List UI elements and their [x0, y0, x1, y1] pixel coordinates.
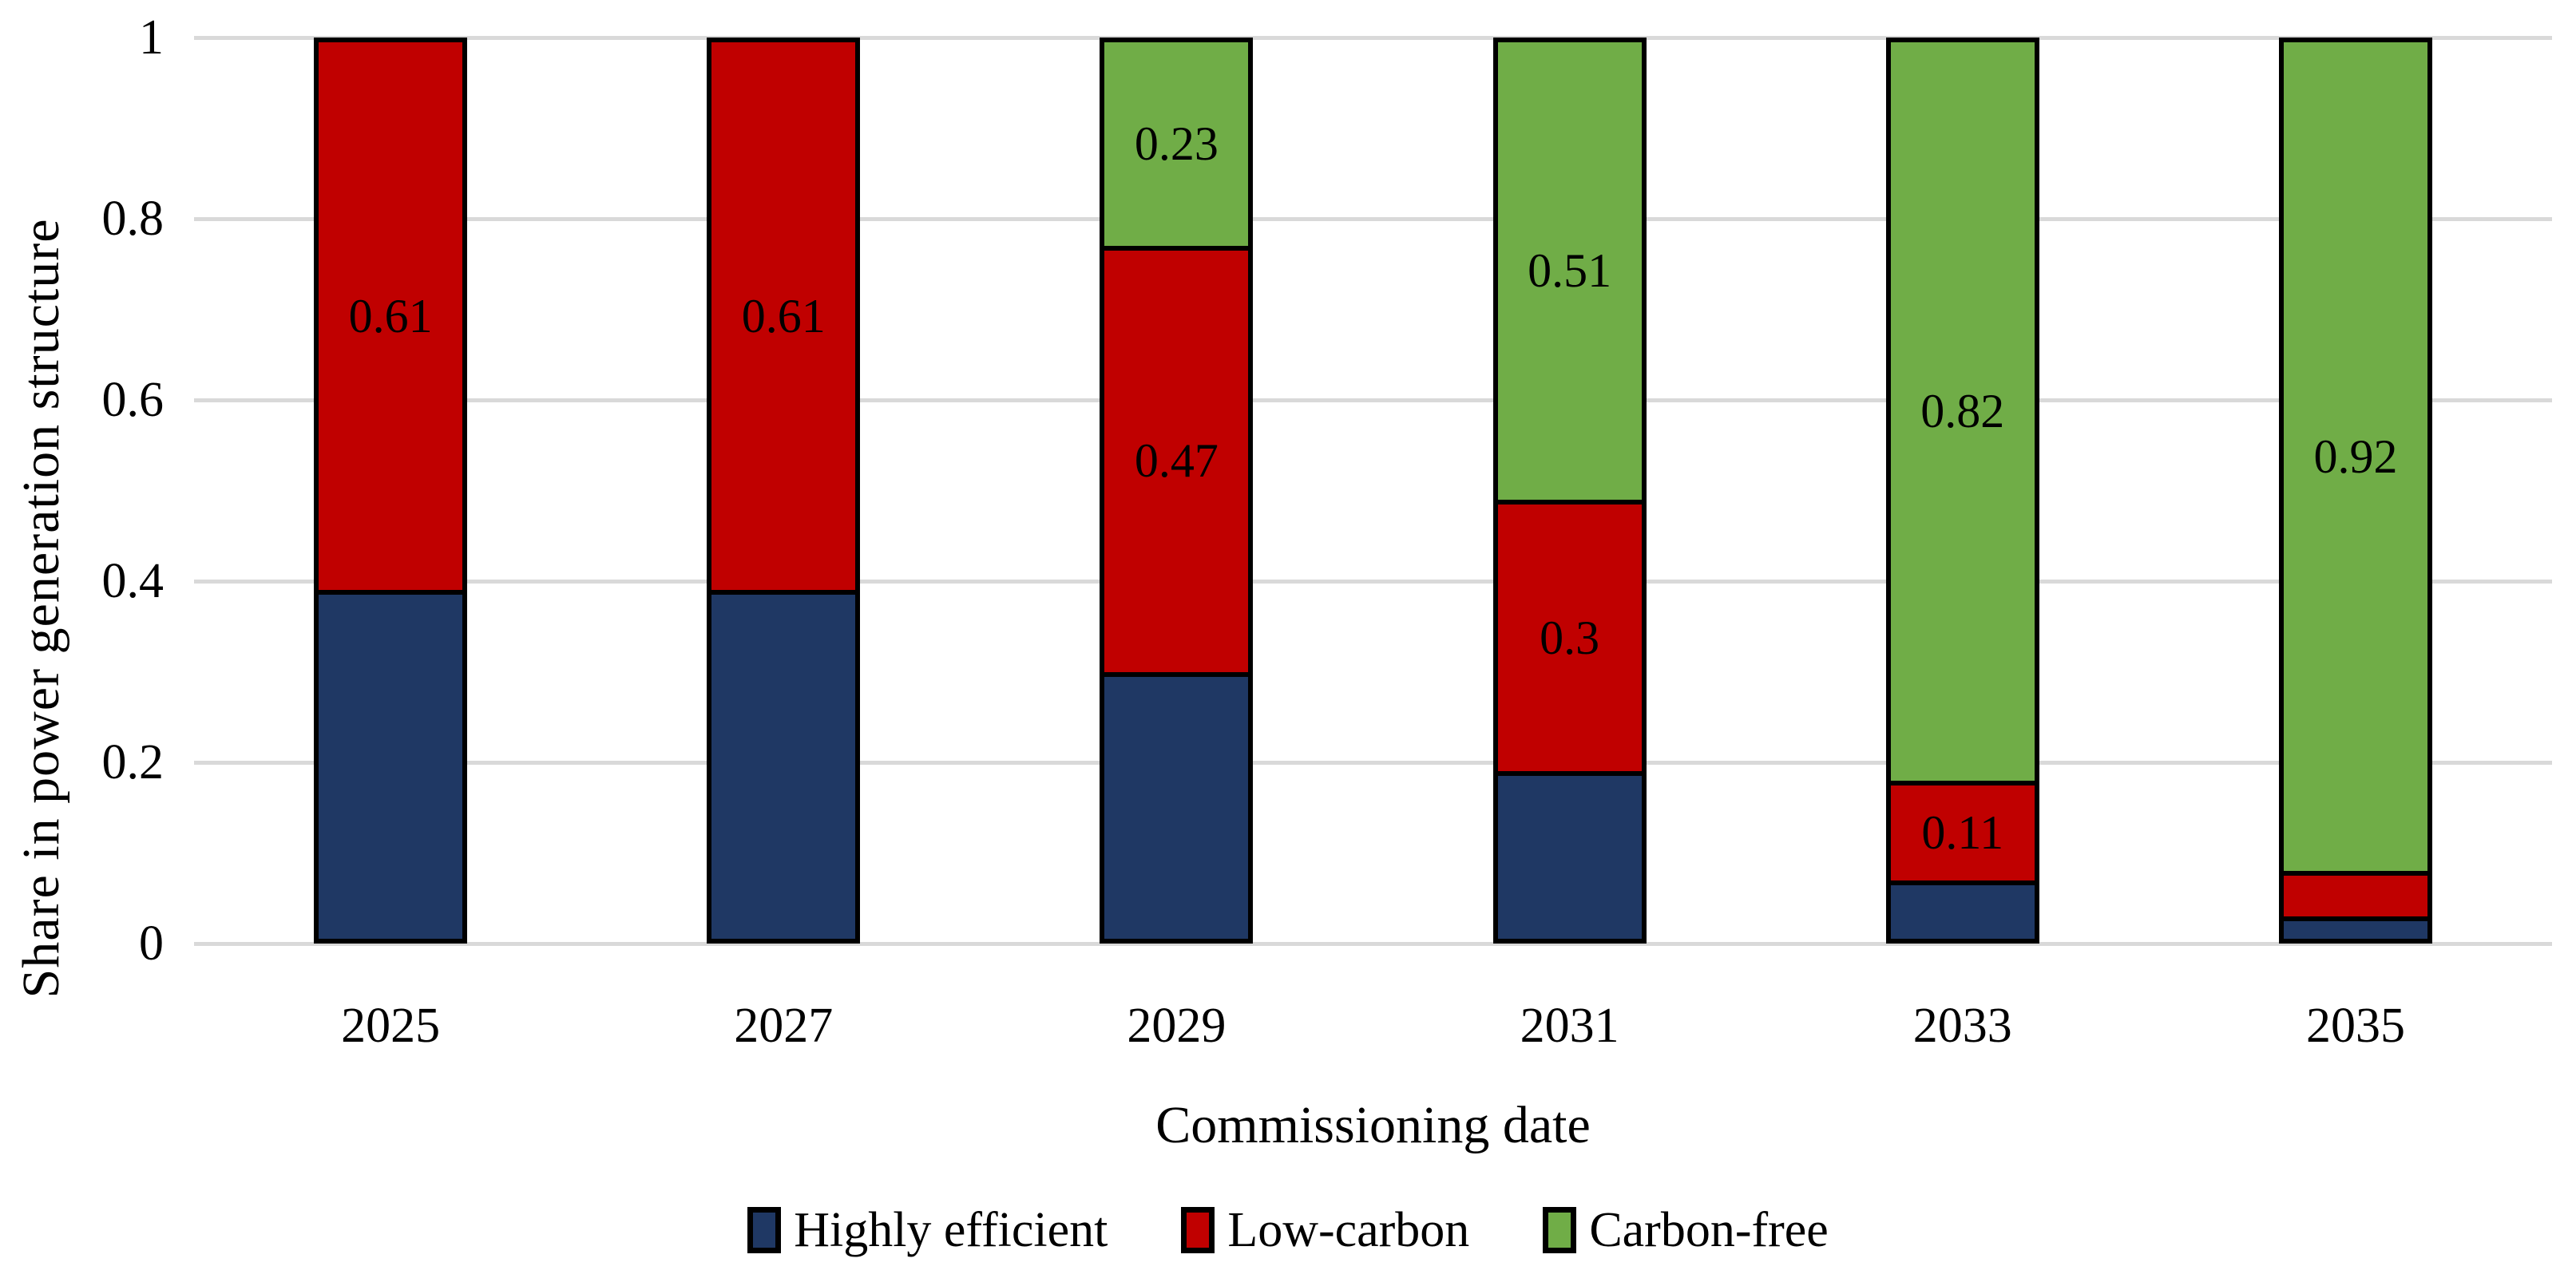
bar-segment: 0.23: [1100, 38, 1254, 251]
legend-item-low-carbon: Low-carbon: [1181, 1202, 1469, 1258]
stacked-bar: 0.61: [707, 38, 861, 944]
bar-segment: [2278, 871, 2432, 921]
bars-layer: 0.61 0.61 0.47 0.23 0.3 0.51 0.11 0.82 0.92: [194, 38, 2552, 944]
bar-segment: 0.61: [707, 38, 861, 596]
bar-segment: 0.61: [314, 38, 468, 596]
x-tick-label: 2027: [734, 999, 834, 1053]
y-tick-label: 0.4: [101, 554, 164, 608]
stacked-bar: 0.3 0.51: [1492, 38, 1647, 944]
bar-segment: [1492, 771, 1647, 944]
x-tick-label: 2025: [341, 999, 441, 1053]
bar-segment: [1885, 880, 2039, 944]
bar-segment: [2278, 916, 2432, 944]
stacked-bar: 0.47 0.23: [1100, 38, 1254, 944]
legend-label: Low-carbon: [1227, 1203, 1470, 1257]
gridline: [194, 941, 2552, 946]
legend-label: Carbon-free: [1589, 1203, 1829, 1257]
bar-segment: [314, 590, 468, 944]
bar-value-label: 0.61: [741, 289, 826, 342]
bar-segment: 0.51: [1492, 38, 1647, 505]
category-slot: 0.3 0.51: [1373, 38, 1766, 944]
x-tick-label: 2033: [1912, 999, 2012, 1053]
category-slot: 0.47 0.23: [980, 38, 1373, 944]
bar-value-label: 0.3: [1540, 611, 1600, 664]
category-slot: 0.92: [2159, 38, 2552, 944]
bar-value-label: 0.23: [1134, 117, 1219, 171]
bar-segment: 0.92: [2278, 38, 2432, 876]
y-axis-tick-labels: 0 0.2 0.4 0.6 0.8 1: [0, 10, 164, 971]
gridline: [194, 579, 2552, 584]
legend-label: Highly efficient: [794, 1203, 1108, 1257]
bar-segment: 0.3: [1492, 499, 1647, 777]
legend-item-highly-efficient: Highly efficient: [747, 1202, 1108, 1258]
bar-segment: 0.11: [1885, 780, 2039, 885]
category-slot: 0.61: [587, 38, 980, 944]
category-slot: 0.61: [194, 38, 587, 944]
x-tick-label: 2035: [2305, 999, 2405, 1053]
bar-segment: 0.82: [1885, 38, 2039, 785]
x-axis-title: Commissioning date: [1155, 1096, 1591, 1154]
bar-value-label: 0.61: [348, 289, 433, 342]
gridline: [194, 760, 2552, 765]
stacked-bar: 0.92: [2278, 38, 2432, 944]
low-carbon-swatch-icon: [1181, 1207, 1215, 1253]
y-tick-label: 0.8: [101, 192, 164, 246]
bar-value-label: 0.51: [1528, 243, 1612, 297]
x-tick-label: 2031: [1520, 999, 1619, 1053]
carbon-free-swatch-icon: [1543, 1207, 1577, 1253]
bar-value-label: 0.92: [2313, 429, 2398, 483]
y-tick-label: 0.2: [101, 735, 164, 789]
bar-segment: 0.47: [1100, 246, 1254, 677]
legend-item-carbon-free: Carbon-free: [1543, 1202, 1829, 1258]
gridline: [194, 216, 2552, 221]
gridline: [194, 35, 2552, 40]
bar-segment: [707, 590, 861, 944]
bar-value-label: 0.11: [1921, 805, 2004, 859]
bar-value-label: 0.47: [1134, 434, 1219, 488]
category-slot: 0.11 0.82: [1766, 38, 2159, 944]
bar-segment: [1100, 671, 1254, 944]
highly-efficient-swatch-icon: [747, 1207, 782, 1253]
plot-area: 0.61 0.61 0.47 0.23 0.3 0.51 0.11 0.82 0.92: [194, 35, 2552, 946]
legend: Highly efficient Low-carbon Carbon-free: [0, 1202, 2576, 1258]
stacked-bar: 0.61: [314, 38, 468, 944]
y-tick-label: 0.6: [101, 373, 164, 427]
stacked-bar: 0.11 0.82: [1885, 38, 2039, 944]
x-axis-tick-labels: 2025 2027 2029 2031 2033 2035: [194, 994, 2552, 1058]
bar-value-label: 0.82: [1920, 384, 2005, 437]
y-tick-label: 1: [139, 10, 164, 65]
x-tick-label: 2029: [1127, 999, 1227, 1053]
gridline: [194, 398, 2552, 402]
y-tick-label: 0: [139, 916, 164, 971]
